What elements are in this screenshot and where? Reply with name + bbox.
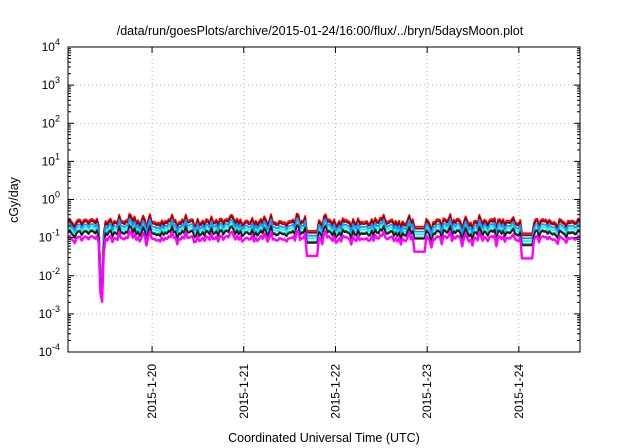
tick-labels: 10-4 10-3 10-2 10-1 100 101 102 103 104 2015-1-20… xyxy=(39,37,526,419)
series-line xyxy=(67,214,581,280)
y-tick-label: 104 xyxy=(42,37,60,54)
series-line xyxy=(67,217,581,285)
y-tick-label: 10-1 xyxy=(39,228,60,245)
series-line xyxy=(67,212,581,279)
y-tick-label: 102 xyxy=(42,113,60,130)
y-tick-label: 100 xyxy=(42,190,60,207)
x-axis-title: Coordinated Universal Time (UTC) xyxy=(228,431,420,445)
grid xyxy=(68,46,580,353)
x-tick-label: 2015-1-24 xyxy=(512,364,526,419)
y-tick-label: 10-4 xyxy=(39,342,60,359)
series-line xyxy=(67,229,581,303)
chart-title: /data/run/goesPlots/archive/2015-01-24/1… xyxy=(117,24,524,38)
y-tick-label: 103 xyxy=(42,75,60,92)
y-tick-label: 10-2 xyxy=(39,266,60,283)
y-tick-label: 101 xyxy=(42,151,60,168)
series-layer xyxy=(67,212,581,303)
x-tick-label: 2015-1-22 xyxy=(328,364,342,419)
x-tick-label: 2015-1-23 xyxy=(420,364,434,419)
y-tick-label: 10-3 xyxy=(39,304,60,321)
series-line xyxy=(67,224,581,293)
y-axis-title: cGy/day xyxy=(7,176,21,223)
x-tick-label: 2015-1-21 xyxy=(237,364,251,419)
ticks xyxy=(68,46,580,353)
x-tick-label: 2015-1-20 xyxy=(145,364,159,419)
